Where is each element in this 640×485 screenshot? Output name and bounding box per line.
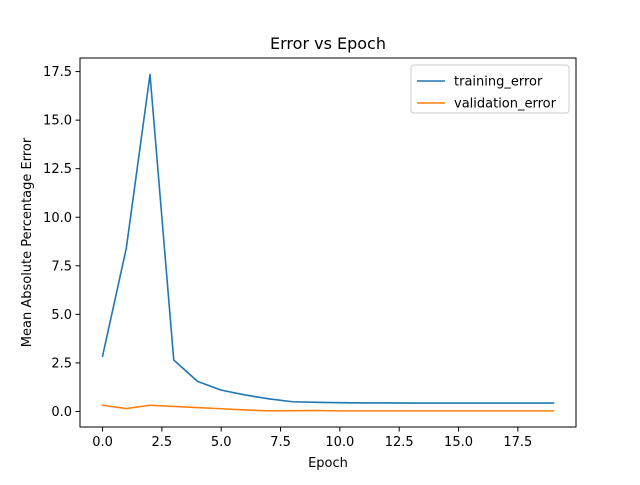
legend-label-training-error: training_error (454, 75, 543, 90)
series-line-validation-error (101, 404, 555, 412)
x-tick-label: 2.5 (152, 435, 173, 450)
y-tick-label: 2.5 (51, 356, 72, 371)
y-axis-label: Mean Absolute Percentage Error (20, 137, 35, 347)
plot-lines (101, 73, 555, 412)
y-tick-label: 17.5 (43, 65, 72, 80)
series-line-training-error (101, 73, 555, 404)
y-axis: 0.0 2.5 5.0 7.5 10.0 12.5 15.0 17.5 (43, 65, 80, 420)
x-axis-label: Epoch (308, 456, 348, 471)
x-tick-label: 15.0 (444, 435, 473, 450)
plot-frame (79, 57, 577, 428)
x-tick-label: 0.0 (92, 435, 113, 450)
x-tick-label: 17.5 (503, 435, 532, 450)
legend-label-validation-error: validation_error (454, 97, 557, 112)
legend-box (410, 64, 570, 114)
x-axis: 0.0 2.5 5.0 7.5 10.0 12.5 15.0 17.5 (92, 427, 532, 450)
y-tick-label: 0.0 (51, 405, 72, 420)
y-tick-label: 10.0 (43, 211, 72, 226)
y-tick-label: 5.0 (51, 308, 72, 323)
legend: training_error validation_error (410, 64, 570, 114)
y-tick-label: 12.5 (43, 162, 72, 177)
x-tick-label: 12.5 (385, 435, 414, 450)
y-tick-label: 15.0 (43, 114, 72, 129)
x-tick-label: 5.0 (211, 435, 232, 450)
x-tick-label: 7.5 (270, 435, 291, 450)
y-tick-label: 7.5 (51, 259, 72, 274)
x-tick-label: 10.0 (325, 435, 354, 450)
chart-title: Error vs Epoch (270, 34, 386, 53)
